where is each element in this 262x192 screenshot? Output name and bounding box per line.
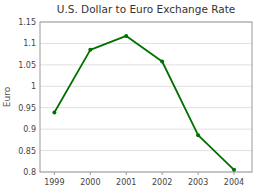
x-tick-label: 2002 [152, 178, 172, 187]
point [160, 60, 164, 64]
grid-line [40, 150, 252, 151]
grid-line [40, 129, 252, 130]
grid-line [40, 64, 252, 65]
chart: U.S. Dollar to Euro Exchange Rate Euro 0.8… [0, 0, 262, 192]
y-tick-label: 0.85 [18, 147, 36, 156]
grid-line [40, 86, 252, 87]
x-tick-label: 2004 [224, 178, 244, 187]
y-tick-label: 0.95 [18, 104, 36, 113]
point [196, 133, 200, 137]
point [232, 168, 236, 172]
y-tick-label: 1.15 [18, 18, 36, 27]
line [54, 36, 234, 170]
plot-frame [40, 22, 252, 172]
x-tick-label: 2001 [116, 178, 136, 187]
grid-line [40, 107, 252, 108]
y-tick-label: 1.05 [18, 61, 36, 70]
x-tick-label: 2000 [80, 178, 100, 187]
x-tick-label: 1999 [44, 178, 64, 187]
x-tick-label: 2003 [188, 178, 208, 187]
title: U.S. Dollar to Euro Exchange Rate [57, 3, 236, 15]
series [52, 34, 236, 172]
y-axis-label: Euro [2, 86, 12, 107]
grid-line [40, 43, 252, 44]
y-tick-label: 1 [31, 82, 36, 91]
y-tick-label: 1.1 [23, 39, 36, 48]
point [52, 110, 56, 114]
point [124, 34, 128, 38]
y-tick-label: 0.8 [23, 168, 36, 177]
point [88, 48, 92, 52]
y-tick-label: 0.9 [23, 125, 36, 134]
